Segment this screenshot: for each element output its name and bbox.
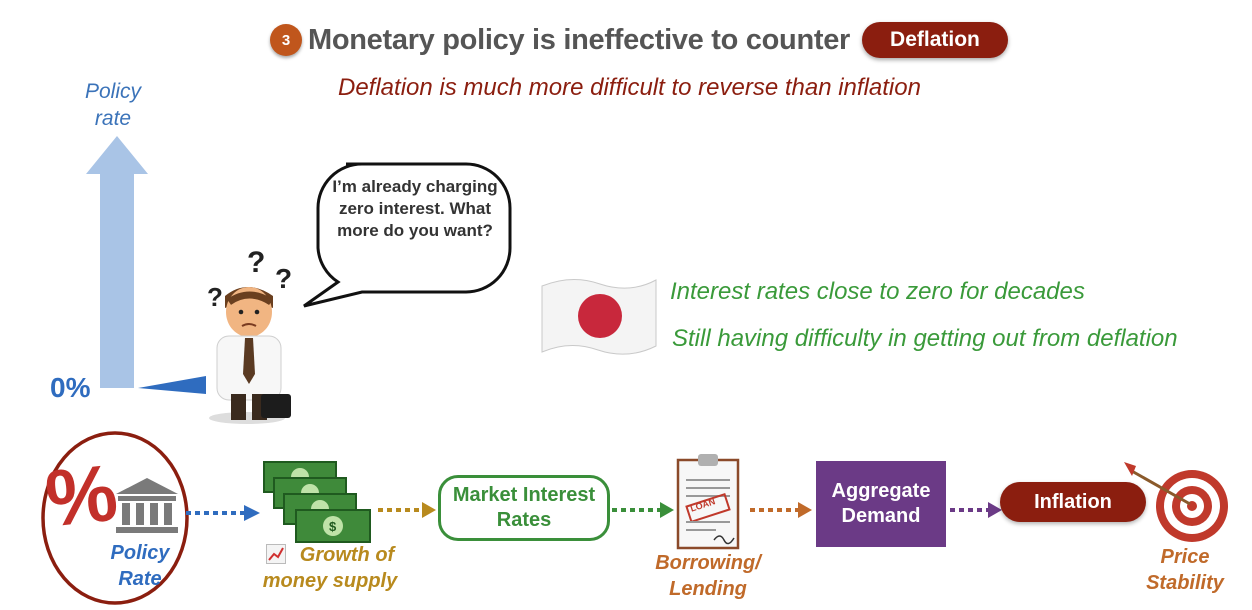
businessman-icon: ? ? ?	[207, 246, 292, 424]
flow-arrow-1	[186, 505, 260, 521]
axis-label: Policy rate	[84, 80, 142, 130]
speech-bubble	[303, 162, 512, 308]
bank-icon	[116, 478, 178, 533]
title-row: 3 Monetary policy is ineffective to coun…	[270, 20, 1008, 60]
flow-arrow-2	[378, 502, 436, 518]
flow-arrow-5	[950, 502, 1002, 518]
inflation-badge: Inflation	[1000, 482, 1146, 522]
policy-rate-label: Policy Rate	[110, 542, 170, 590]
step-badge: 3	[270, 24, 302, 56]
loan-document-icon	[676, 454, 740, 550]
aggregate-demand-box: Aggregate Demand	[816, 461, 946, 547]
speech-bubble-text: I’m already charging zero interest. What…	[332, 177, 498, 240]
zero-percent-label: 0%	[50, 372, 91, 403]
flow-arrow-3	[612, 502, 674, 518]
price-stability-label: Price Stability	[1146, 546, 1224, 594]
subtitle: Deflation is much more difficult to reve…	[338, 74, 921, 101]
japan-note-1: Interest rates close to zero for decades	[670, 278, 1085, 305]
chart-icon	[266, 544, 286, 564]
money-supply-label: Growth of money supply	[262, 544, 398, 592]
up-arrow-icon	[86, 136, 148, 388]
percent-symbol: %	[41, 447, 122, 544]
deflation-badge: Deflation	[862, 22, 1008, 58]
svg-text:?: ?	[207, 282, 223, 312]
money-stack-icon: $	[263, 461, 371, 543]
borrowing-lending-label: Borrowing/ Lending	[655, 552, 761, 600]
svg-text:?: ?	[275, 263, 292, 294]
svg-text:$: $	[329, 519, 337, 534]
policy-rate-circle	[41, 431, 189, 605]
japan-flag-icon	[541, 279, 657, 355]
svg-text:?: ?	[247, 246, 265, 279]
flow-arrow-4	[750, 502, 812, 518]
page-title: Monetary policy is ineffective to counte…	[308, 23, 851, 56]
market-interest-rates-box: Market Interest Rates	[438, 475, 610, 541]
japan-note-2: Still having difficulty in getting out f…	[672, 325, 1178, 352]
target-icon	[1124, 462, 1228, 542]
pointer-triangle-icon	[138, 376, 206, 394]
